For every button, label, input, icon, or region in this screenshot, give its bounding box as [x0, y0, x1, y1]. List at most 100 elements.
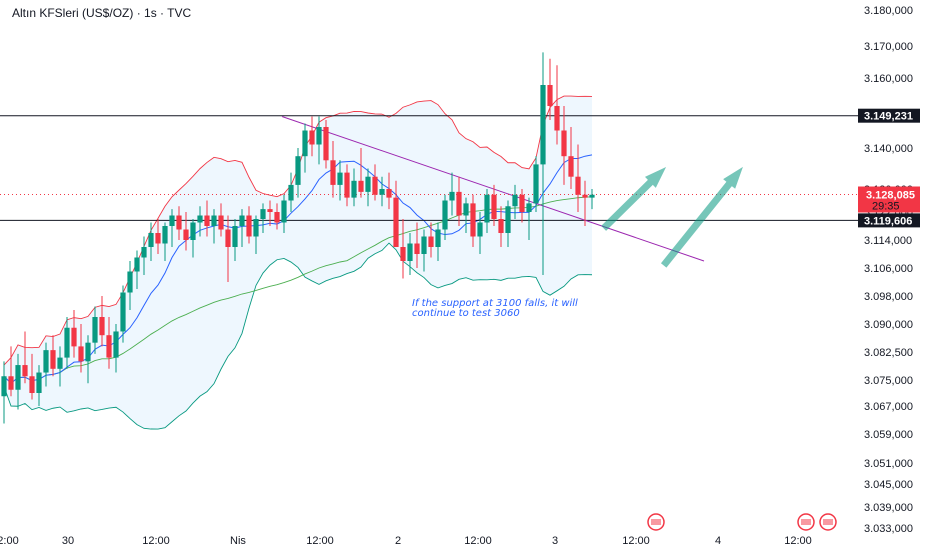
price-tick-label: 3.045,000	[864, 479, 913, 491]
candle-body	[316, 127, 322, 145]
price-tick-label: 3.114,000	[864, 235, 912, 247]
candle-body	[141, 247, 147, 258]
last-price-tag-bg	[858, 186, 920, 213]
candle-body	[176, 215, 182, 230]
candle-body	[183, 229, 189, 240]
candle-body	[519, 194, 525, 212]
price-tick-label: 3.106,000	[864, 263, 913, 275]
candle-body	[106, 335, 112, 358]
price-tick-label: 3.082,500	[864, 347, 913, 359]
time-tick-label: 3	[552, 535, 558, 547]
candle-body	[358, 180, 364, 192]
candle-body	[246, 215, 252, 237]
candle-body	[582, 194, 588, 198]
price-tick-label: 3.059,000	[864, 429, 913, 441]
candle-body	[120, 292, 126, 332]
candle-body	[162, 226, 168, 244]
candle-body	[442, 200, 448, 230]
candle-body	[169, 215, 175, 226]
candle-body	[113, 331, 119, 358]
candle-body	[400, 247, 406, 261]
price-tick-label: 3.051,000	[864, 458, 913, 470]
time-tick-label: 12:00	[142, 535, 170, 547]
candle-body	[477, 222, 483, 237]
candle-body	[85, 342, 91, 362]
price-tick-label: 3.075,000	[864, 375, 913, 387]
price-tick-label: 3.067,000	[864, 401, 913, 413]
up-arrow-2	[660, 166, 743, 268]
candle-body	[463, 203, 469, 216]
flag-stripes-icon	[823, 519, 833, 525]
candle-body	[372, 176, 378, 195]
time-axis: 2:00 30 12:00 Nis 12:00 2 12:00 3 12:00 4 12:00	[0, 513, 837, 547]
candle-body	[57, 357, 63, 369]
price-axis: 3.180,0003.170,0003.160,0003.140,0003.13…	[858, 5, 920, 535]
candle-body	[134, 257, 140, 272]
level-tag-1: 3.149,231	[864, 111, 913, 123]
candle-body	[50, 350, 56, 369]
candle-body	[414, 243, 420, 254]
up-arrow-1	[601, 166, 667, 231]
price-tick-label: 3.140,000	[864, 143, 913, 155]
candle-body	[71, 327, 77, 347]
candle-body	[155, 233, 161, 244]
price-tick-label: 3.039,000	[864, 502, 913, 514]
flag-stripes-icon	[801, 519, 811, 525]
candle-body	[505, 206, 511, 233]
candle-body	[540, 85, 546, 165]
candle-body	[232, 226, 238, 247]
price-tick-label: 3.180,000	[864, 5, 913, 17]
candle-body	[575, 176, 581, 195]
price-tick-label: 3.090,000	[864, 319, 913, 331]
candle-body	[309, 130, 315, 145]
candle-body	[561, 130, 567, 157]
time-tick-label: 2	[395, 535, 401, 547]
candle-body	[204, 215, 210, 226]
candle-body	[64, 327, 70, 358]
candle-body	[470, 203, 476, 237]
last-price-tag: 3.128,085	[866, 190, 915, 202]
candle-body	[36, 372, 42, 393]
candle-body	[589, 194, 595, 198]
candle-body	[295, 156, 301, 185]
candle-body	[218, 215, 224, 230]
candle-body	[267, 209, 273, 212]
time-tick-label: 2:00	[0, 535, 19, 547]
candle-body	[554, 106, 560, 131]
candle-body	[15, 365, 21, 390]
price-tick-label: 3.098,000	[864, 291, 913, 303]
candle-body	[547, 85, 553, 106]
flag-stripes-icon	[651, 519, 661, 525]
time-tick-label: 4	[715, 535, 721, 547]
trend-line	[281, 116, 705, 262]
candle-body	[379, 189, 385, 195]
candle-body	[22, 365, 28, 377]
price-tick-label: 3.160,000	[864, 73, 913, 85]
chart-title: Altın KFSleri (US$/OZ) · 1s · TVC	[12, 6, 191, 20]
candle-body	[78, 346, 84, 362]
candle-body	[127, 271, 133, 293]
candle-body	[225, 229, 231, 247]
time-tick-label: 30	[62, 535, 74, 547]
candle-body	[337, 172, 343, 185]
annotation-line-1: If the support at 3100 falls, it will	[412, 298, 578, 309]
candle-body	[92, 317, 98, 343]
candle-body	[330, 160, 336, 185]
candle-body	[386, 189, 392, 198]
level-tag-2: 3.119,606	[864, 215, 912, 227]
annotation-line-2: continue to test 3060	[412, 308, 520, 319]
plot-area	[0, 52, 858, 430]
time-tick-label: 12:00	[622, 535, 650, 547]
candle-body	[498, 219, 504, 233]
price-tick-label: 3.170,000	[864, 41, 913, 53]
candle-body	[365, 176, 371, 192]
candle-body	[393, 197, 399, 247]
bollinger-lower-line	[3, 242, 593, 430]
candle-body	[351, 180, 357, 198]
candle-body	[484, 194, 490, 223]
candle-body	[568, 156, 574, 177]
candle-body	[533, 164, 539, 204]
candle-body	[491, 194, 497, 219]
time-tick-label: Nis	[230, 535, 246, 547]
